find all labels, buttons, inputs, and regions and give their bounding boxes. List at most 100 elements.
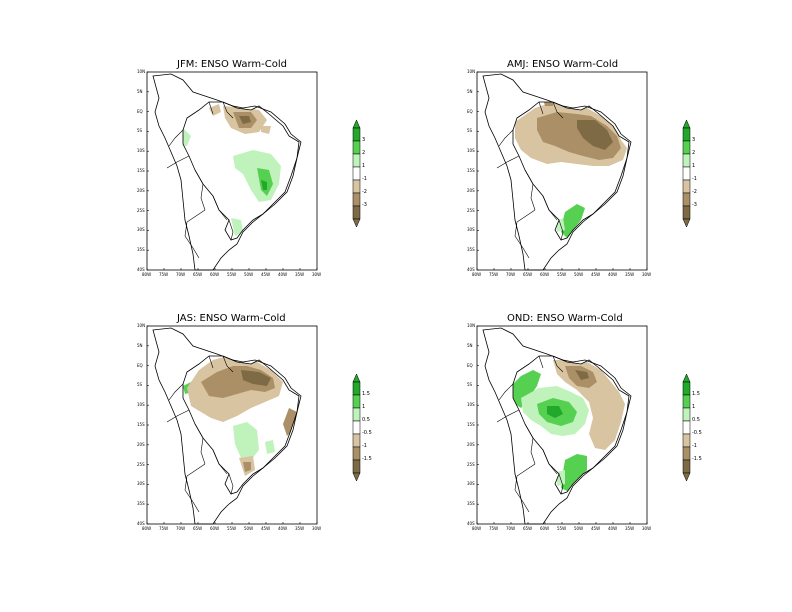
- country-border: [538, 355, 544, 369]
- lat-tick-label: 10S: [467, 402, 475, 408]
- country-border: [538, 101, 544, 115]
- anomaly-region: [577, 120, 613, 150]
- lon-tick-label: 65W: [193, 272, 203, 277]
- lat-tick-label: 20S: [137, 187, 145, 193]
- panel-title: JFM: ENSO Warm-Cold: [177, 59, 287, 70]
- lat-tick-label: 5N: [137, 342, 143, 348]
- country-border: [208, 101, 214, 115]
- colorbar-segment: [682, 192, 691, 207]
- lat-tick-label: 35S: [137, 247, 145, 253]
- lat-tick-label: 20S: [467, 187, 475, 193]
- anomaly-region: [233, 422, 259, 460]
- colorbar-label: 2: [362, 150, 366, 156]
- lon-tick-label: 45W: [591, 272, 601, 277]
- lat-tick-label: 10N: [137, 323, 146, 328]
- country-border: [166, 409, 190, 423]
- lon-tick-label: 35W: [625, 272, 635, 277]
- colorbar-label: 1: [362, 163, 366, 169]
- lon-tick-label: 70W: [176, 526, 186, 531]
- lon-tick-label: 60W: [540, 526, 550, 531]
- colorbar-label: -0.5: [362, 430, 372, 436]
- plot-frame: [476, 71, 648, 271]
- anomaly-region: [183, 128, 191, 146]
- colorbar-label: 1: [692, 404, 696, 410]
- lat-tick-label: 5S: [137, 128, 143, 134]
- country-border: [552, 355, 564, 373]
- lat-tick-label: 30S: [137, 227, 145, 233]
- country-border: [514, 235, 530, 259]
- anomaly-region: [209, 104, 221, 116]
- country-border: [208, 355, 214, 369]
- lon-tick-label: 70W: [506, 272, 516, 277]
- anomaly-region: [261, 126, 271, 134]
- lat-tick-label: 35S: [467, 247, 475, 253]
- lat-tick-label: EQ: [467, 108, 473, 114]
- colorbar: [682, 373, 691, 482]
- panel-jfm: JFM: ENSO Warm-Cold 10N 5N EQ 5S 10S 15S 20S 25S…: [0, 0, 396, 306]
- lat-tick-label: 5S: [467, 382, 473, 388]
- lat-tick-label: 5S: [137, 382, 143, 388]
- country-border: [498, 129, 514, 147]
- lon-tick-label: 75W: [159, 272, 169, 277]
- colorbar-label: 1.5: [362, 391, 370, 397]
- anomaly-region: [553, 360, 625, 450]
- lon-tick-label: 55W: [557, 526, 567, 531]
- map-plot: [146, 71, 361, 271]
- anomaly-region: [265, 440, 275, 454]
- colorbar-segment: [682, 381, 691, 396]
- country-border: [212, 195, 228, 221]
- country-border: [194, 423, 206, 465]
- lat-tick-label: 15S: [137, 422, 145, 427]
- colorbar-label: -1: [362, 176, 367, 182]
- lat-tick-label: 40S: [467, 521, 475, 526]
- lon-tick-label: 30W: [312, 272, 322, 277]
- colorbar-label: 1.5: [692, 391, 700, 397]
- country-border: [168, 383, 184, 401]
- lon-tick-label: 80W: [472, 526, 482, 531]
- colorbar-segment: [682, 433, 691, 448]
- colorbar: [352, 119, 361, 228]
- anomaly-region: [575, 370, 589, 380]
- lat-tick-label: 25S: [467, 207, 475, 213]
- panel-title: OND: ENSO Warm-Cold: [507, 313, 623, 324]
- anomaly-region: [547, 406, 563, 418]
- country-border: [168, 129, 184, 147]
- anomaly-region: [543, 102, 553, 106]
- lon-tick-label: 55W: [227, 272, 237, 277]
- lat-tick-label: 30S: [467, 227, 475, 233]
- country-border: [514, 463, 536, 491]
- country-border: [166, 155, 190, 169]
- lon-tick-label: 65W: [523, 526, 533, 531]
- lat-tick-label: 30S: [137, 481, 145, 487]
- lat-tick-label: 35S: [137, 501, 145, 507]
- lat-tick-label: 25S: [467, 461, 475, 467]
- colorbar-label: -1.5: [362, 456, 372, 462]
- lat-tick-label: 5N: [467, 88, 473, 94]
- country-border: [558, 473, 564, 495]
- colorbar-label: -1: [362, 443, 367, 449]
- anomaly-region: [243, 462, 251, 472]
- colorbar-segment: [682, 140, 691, 155]
- anomaly-region: [233, 150, 281, 202]
- lon-tick-label: 70W: [506, 526, 516, 531]
- lat-tick-label: 25S: [137, 207, 145, 213]
- lat-tick-label: 5N: [467, 342, 473, 348]
- colorbar-segment: [682, 420, 691, 435]
- lat-tick-label: 10N: [137, 69, 146, 74]
- country-border: [496, 155, 520, 169]
- colorbar-segment: [682, 153, 691, 168]
- colorbar-segment: [682, 205, 691, 220]
- lat-tick-label: EQ: [137, 108, 143, 114]
- country-border: [184, 209, 206, 237]
- anomaly-region: [513, 370, 541, 408]
- lon-tick-label: 55W: [227, 526, 237, 531]
- country-border: [496, 409, 520, 423]
- lon-tick-label: 60W: [540, 272, 550, 277]
- lon-tick-label: 40W: [608, 272, 618, 277]
- colorbar-segment: [682, 459, 691, 474]
- lon-tick-label: 45W: [261, 272, 271, 277]
- colorbar-label: -1: [692, 443, 697, 449]
- colorbar-label: -3: [692, 202, 697, 208]
- colorbar-segment: [682, 446, 691, 461]
- lat-tick-label: 40S: [137, 267, 145, 272]
